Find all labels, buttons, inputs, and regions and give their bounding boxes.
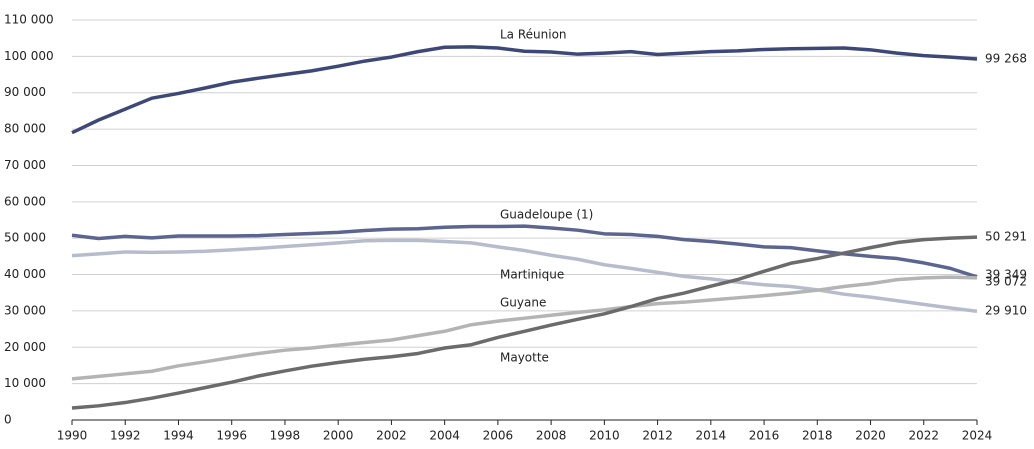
x-tick-label: 2006 (483, 429, 514, 443)
y-tick-label: 20 000 (4, 340, 46, 354)
y-tick-label: 100 000 (4, 49, 54, 63)
value-label: 50 291 (985, 230, 1027, 244)
x-tick-label: 1994 (163, 429, 194, 443)
y-tick-label: 30 000 (4, 303, 46, 317)
x-tick-label: 1996 (216, 429, 247, 443)
series-line (71, 235, 978, 410)
x-tick-label: 2008 (536, 429, 567, 443)
y-tick-label: 40 000 (4, 267, 46, 281)
series-line (71, 275, 978, 381)
x-tick-label: 2004 (429, 429, 460, 443)
x-tick-label: 2018 (802, 429, 833, 443)
x-tick-label: 1998 (270, 429, 301, 443)
y-tick-label: 60 000 (4, 194, 46, 208)
value-label: 99 268 (985, 52, 1027, 66)
x-tick-label: 2020 (855, 429, 886, 443)
series-label: Mayotte (500, 351, 549, 365)
series-line (71, 224, 978, 279)
series-label: Guyane (500, 296, 546, 310)
x-tick-label: 2012 (642, 429, 673, 443)
y-tick-label: 70 000 (4, 158, 46, 172)
x-tick-label: 2022 (908, 429, 939, 443)
x-tick-label: 2000 (323, 429, 354, 443)
series-line (71, 45, 978, 135)
x-tick-label: 1990 (57, 429, 88, 443)
x-tick-label: 2002 (376, 429, 407, 443)
series-label: La Réunion (500, 28, 567, 42)
y-tick-label: 0 (4, 413, 12, 427)
y-tick-label: 110 000 (4, 13, 54, 27)
x-tick-label: 2010 (589, 429, 620, 443)
x-tick-label: 2024 (962, 429, 993, 443)
value-label: 29 910 (985, 304, 1027, 318)
value-label: 39 349 (985, 267, 1027, 281)
value-label: 39 072 (985, 274, 1027, 288)
y-tick-label: 10 000 (4, 376, 46, 390)
x-tick-label: 1992 (110, 429, 141, 443)
series-line (71, 238, 978, 313)
series-label: Martinique (500, 268, 564, 282)
y-tick-label: 80 000 (4, 122, 46, 136)
y-tick-label: 90 000 (4, 85, 46, 99)
series-label: Guadeloupe (1) (500, 208, 593, 222)
x-tick-label: 2014 (696, 429, 727, 443)
y-tick-label: 50 000 (4, 231, 46, 245)
x-tick-label: 2016 (749, 429, 780, 443)
